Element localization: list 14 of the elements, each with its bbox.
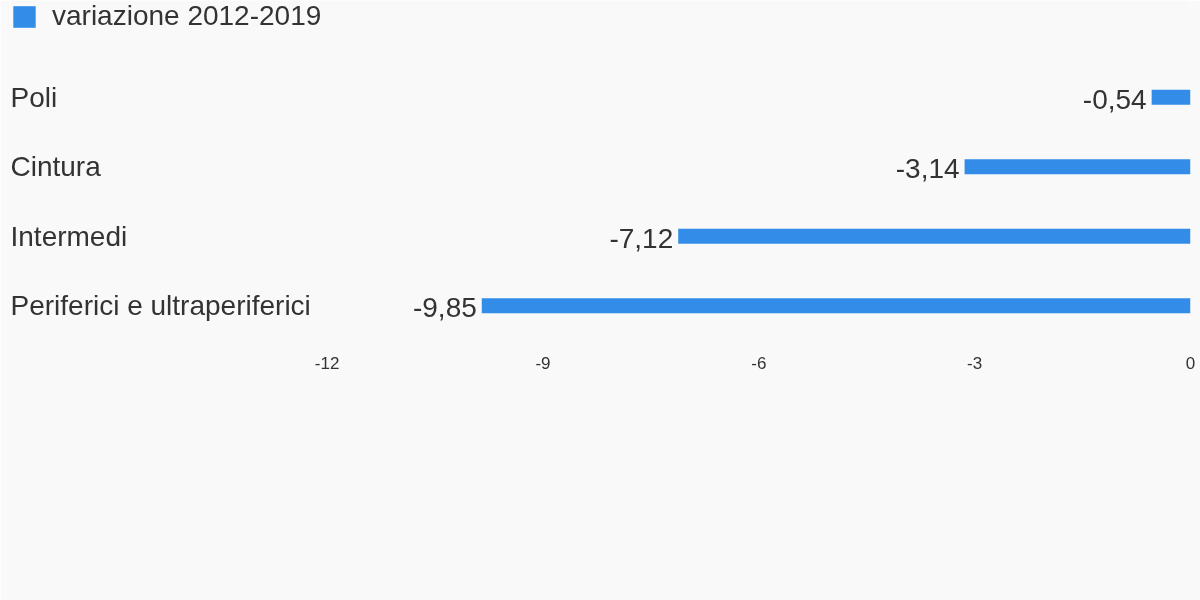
y-tick-label: Intermedi — [10, 220, 128, 252]
x-tick-label: -3 — [967, 353, 983, 373]
x-tick-label: -6 — [751, 353, 767, 373]
x-tick-label: -9 — [535, 353, 551, 373]
x-tick-label: 0 — [1185, 353, 1196, 373]
x-tick-label: -12 — [314, 353, 340, 373]
y-tick-label: Cintura — [10, 151, 102, 183]
y-tick-label: Periferici e ultraperiferici — [10, 290, 311, 322]
data-label: -9,85 — [412, 292, 477, 324]
data-label: -0,54 — [1082, 83, 1147, 115]
y-tick-label: Poli — [10, 81, 58, 113]
data-label: -7,12 — [609, 222, 674, 254]
legend-label: variazione 2012-2019 — [52, 0, 322, 32]
data-label: -3,14 — [895, 153, 960, 185]
